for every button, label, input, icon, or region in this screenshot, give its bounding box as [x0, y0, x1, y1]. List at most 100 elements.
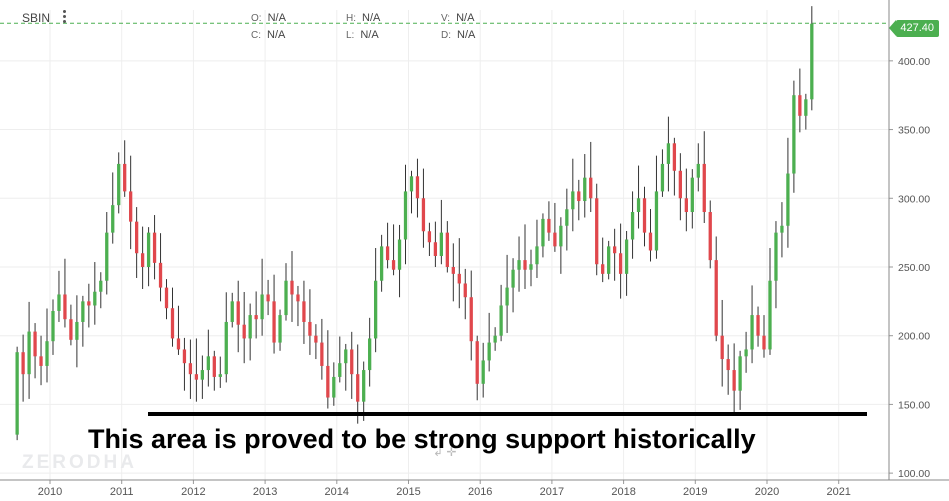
candle-down [642, 198, 647, 233]
candle-up [666, 143, 671, 164]
candle-down [188, 363, 193, 375]
candle-up [804, 99, 808, 116]
candle-down [326, 365, 330, 398]
candle-up [51, 310, 55, 342]
candle-down [170, 308, 175, 339]
candle-up [780, 225, 784, 233]
candle-down [547, 218, 551, 233]
candle-up [403, 191, 408, 240]
candle-up [774, 232, 778, 281]
candle-up [792, 95, 796, 174]
candle-down [523, 260, 527, 270]
candle-up [439, 232, 444, 256]
candle-down [182, 349, 187, 364]
x-tick-label: 2015 [396, 486, 420, 498]
y-tick-label: 300.00 [898, 193, 930, 205]
candle-up [744, 349, 748, 357]
candle-up [362, 370, 366, 402]
candle-up [117, 163, 121, 206]
ohlc-close: C: N/A [251, 29, 285, 41]
candle-down [254, 315, 258, 320]
candle-down [589, 177, 593, 199]
ohlc-delta-key: D: [441, 30, 451, 41]
ohlc-close-key: C: [251, 30, 261, 41]
pan-tool-icon[interactable]: ↲ ✛ [433, 445, 457, 459]
x-tick-label: 2014 [325, 486, 349, 498]
ohlc-delta-value: N/A [457, 29, 476, 41]
candle-down [350, 349, 354, 375]
candle-up [218, 374, 222, 377]
candle-down [63, 294, 67, 320]
candle-up [338, 363, 342, 377]
candle-up [284, 280, 288, 316]
ohlc-high-value: N/A [362, 12, 381, 24]
candle-down [577, 191, 581, 202]
candle-up [511, 269, 515, 288]
x-tick-label: 2012 [181, 486, 205, 498]
ohlc-volume-key: V: [441, 13, 451, 24]
candle-up [27, 331, 31, 375]
candle-up [397, 239, 402, 270]
x-tick-label: 2011 [110, 486, 134, 498]
candle-down [798, 95, 802, 116]
y-tick-label: 250.00 [898, 262, 930, 274]
x-tick-label: 2010 [38, 486, 62, 498]
candle-down [726, 359, 730, 371]
candle-up [75, 321, 79, 340]
candle-down [129, 191, 133, 222]
candle-down [463, 283, 467, 298]
y-tick-label: 100.00 [898, 468, 930, 480]
candle-down [272, 301, 276, 343]
candle-down [320, 342, 324, 366]
candle-down [87, 301, 91, 306]
ohlc-open-value: N/A [267, 12, 286, 24]
candle-up [517, 260, 521, 270]
candle-up [45, 341, 49, 366]
candle-down [553, 232, 557, 247]
candle-down [672, 143, 677, 171]
candle-down [427, 231, 432, 243]
candle-down [266, 294, 270, 302]
candle-down [140, 253, 145, 267]
candle-down [158, 262, 163, 288]
candle-up [786, 173, 790, 226]
candle-up [690, 177, 694, 213]
candle-up [111, 205, 115, 233]
candle-down [595, 198, 599, 265]
ohlc-open-key: O: [251, 13, 262, 24]
candle-down [708, 212, 712, 261]
candle-up [630, 212, 635, 240]
candle-up [559, 225, 563, 247]
candle-down [469, 297, 473, 342]
candle-up [99, 280, 103, 292]
candle-up [499, 305, 503, 336]
candle-down [314, 335, 318, 343]
ohlc-low-value: N/A [360, 29, 379, 41]
candle-down [134, 221, 139, 254]
candle-down [308, 321, 312, 336]
candle-up [535, 246, 539, 265]
candle-down [385, 246, 390, 261]
candle-up [260, 294, 264, 320]
candle-up [810, 23, 814, 100]
y-tick-label: 150.00 [898, 399, 930, 411]
ticker-symbol[interactable]: SBIN [22, 11, 51, 25]
candle-up [409, 176, 414, 192]
candle-down [421, 198, 426, 232]
support-annotation: This area is proved to be strong support… [88, 424, 756, 454]
candle-down [356, 374, 360, 402]
ohlc-low-key: L: [346, 30, 355, 41]
x-tick-label: 2019 [683, 486, 707, 498]
candle-up [607, 246, 611, 274]
candle-up [529, 264, 533, 270]
candle-up [660, 163, 665, 192]
vertical-dots-icon[interactable] [60, 9, 70, 25]
y-tick-label: 200.00 [898, 331, 930, 343]
candle-down [684, 198, 688, 213]
candle-up [571, 191, 575, 210]
candle-up [696, 163, 700, 178]
candle-up [379, 246, 384, 281]
candle-down [457, 273, 461, 284]
